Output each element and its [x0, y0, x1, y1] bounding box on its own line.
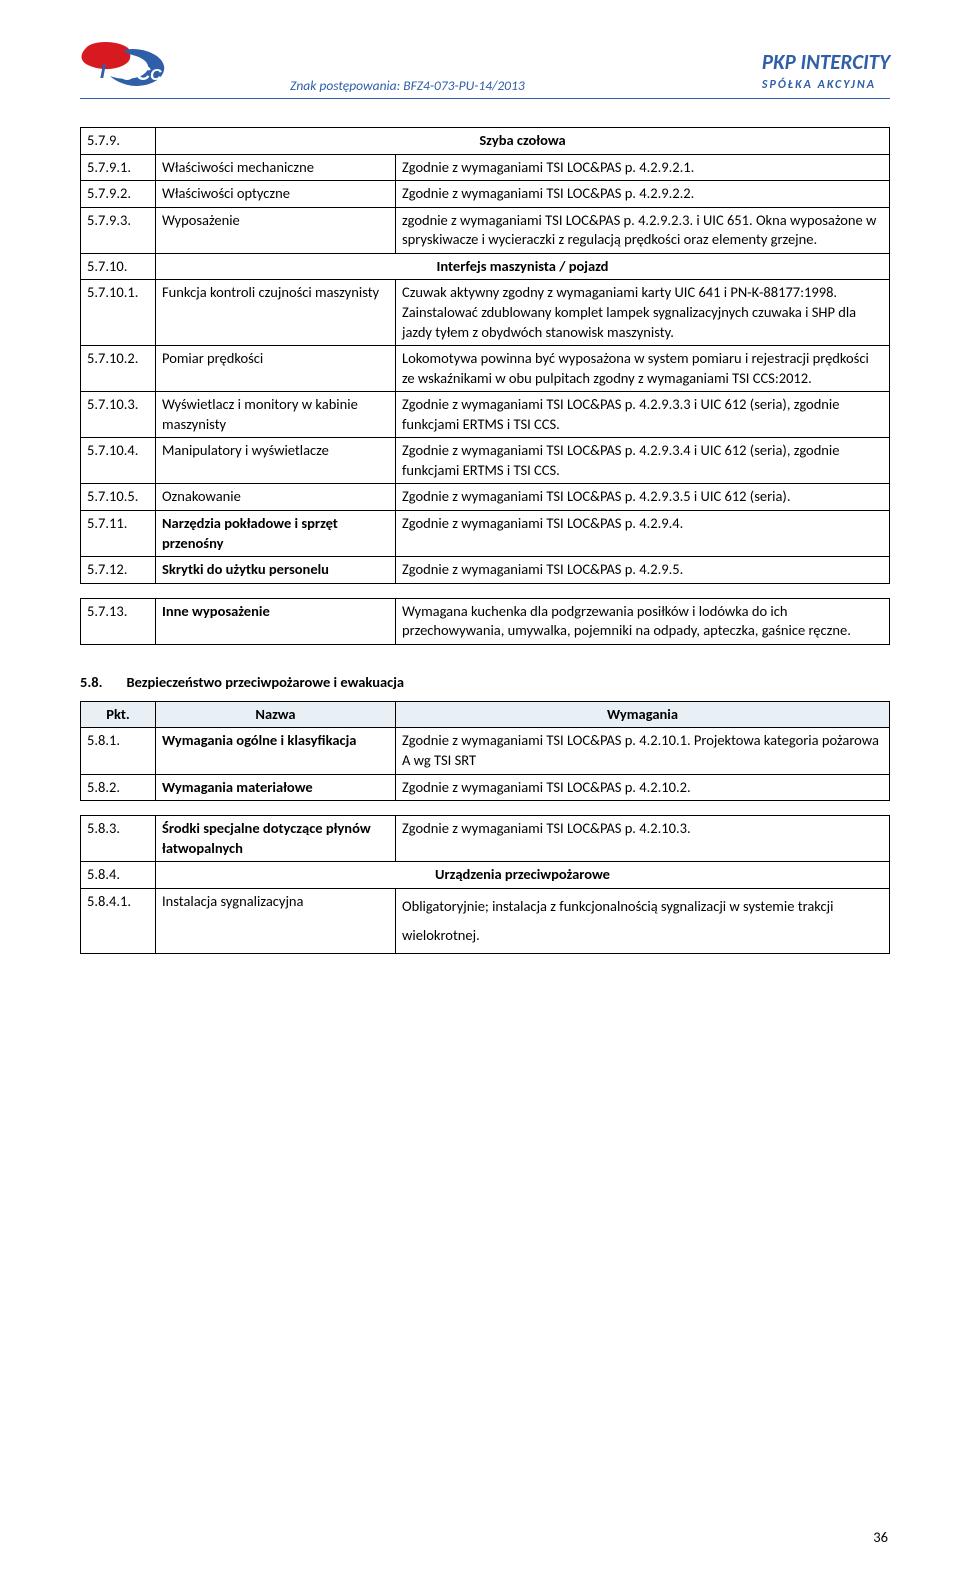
table-row: 5.7.10.3.Wyświetlacz i monitory w kabini…: [81, 392, 890, 438]
cell-desc: Zgodnie z wymaganiami TSI LOC&PAS p. 4.2…: [396, 154, 890, 181]
cell-desc: Wymagana kuchenka dla podgrzewania posił…: [396, 598, 890, 644]
reference-number: Znak postępowania: BFZ4-073-PU-14/2013: [290, 77, 525, 94]
cell-desc: Czuwak aktywny zgodny z wymaganiami kart…: [396, 280, 890, 346]
cell-title-span: Urządzenia przeciwpożarowe: [156, 862, 890, 889]
cell-desc: zgodnie z wymaganiami TSI LOC&PAS p. 4.2…: [396, 207, 890, 253]
table-row: 5.7.10.4.Manipulatory i wyświetlaczeZgod…: [81, 438, 890, 484]
cell-pkt: 5.8.1.: [81, 728, 156, 774]
table-row: 5.7.9.Szyba czołowa: [81, 128, 890, 155]
cell-pkt: 5.7.9.1.: [81, 154, 156, 181]
table-row: 5.7.10.Interfejs maszynista / pojazd: [81, 253, 890, 280]
section-heading: 5.8. Bezpieczeństwo przeciwpożarowe i ew…: [80, 673, 890, 691]
section-title: Bezpieczeństwo przeciwpożarowe i ewakuac…: [126, 673, 404, 691]
cell-title: Środki specjalne dotyczące płynów łatwop…: [156, 816, 396, 862]
col-header-pkt: Pkt.: [81, 701, 156, 728]
table-header-row: Pkt. Nazwa Wymagania: [81, 701, 890, 728]
cell-pkt: 5.7.10.: [81, 253, 156, 280]
cell-title: Narzędzia pokładowe i sprzęt przenośny: [156, 511, 396, 557]
cell-pkt: 5.7.10.1.: [81, 280, 156, 346]
cell-desc: Zgodnie z wymaganiami TSI LOC&PAS p. 4.2…: [396, 181, 890, 208]
cell-desc: Zgodnie z wymaganiami TSI LOC&PAS p. 4.2…: [396, 774, 890, 801]
cell-title: Skrytki do użytku personelu: [156, 557, 396, 584]
cell-desc: Zgodnie z wymaganiami TSI LOC&PAS p. 4.2…: [396, 557, 890, 584]
svg-text:I: I: [100, 61, 106, 83]
cell-pkt: 5.7.11.: [81, 511, 156, 557]
cell-title-span: Interfejs maszynista / pojazd: [156, 253, 890, 280]
svg-text:C: C: [150, 67, 162, 84]
cell-desc: Obligatoryjnie; instalacja z funkcjonaln…: [396, 888, 890, 953]
col-header-name: Nazwa: [156, 701, 396, 728]
table-row: 5.8.2.Wymagania materiałoweZgodnie z wym…: [81, 774, 890, 801]
cell-title: Wymagania ogólne i klasyfikacja: [156, 728, 396, 774]
table-row: 5.7.9.3.Wyposażeniezgodnie z wymaganiami…: [81, 207, 890, 253]
cell-pkt: 5.7.9.3.: [81, 207, 156, 253]
cell-title-span: Szyba czołowa: [156, 128, 890, 155]
table-row: 5.7.10.1.Funkcja kontroli czujności masz…: [81, 280, 890, 346]
cell-desc: Zgodnie z wymaganiami TSI LOC&PAS p. 4.2…: [396, 438, 890, 484]
table-row: 5.7.9.2.Właściwości optyczneZgodnie z wy…: [81, 181, 890, 208]
cell-title: Pomiar prędkości: [156, 346, 396, 392]
cell-pkt: 5.7.10.3.: [81, 392, 156, 438]
cell-pkt: 5.8.3.: [81, 816, 156, 862]
cell-desc: Zgodnie z wymaganiami TSI LOC&PAS p. 4.2…: [396, 511, 890, 557]
cell-pkt: 5.8.2.: [81, 774, 156, 801]
cell-pkt: 5.7.10.4.: [81, 438, 156, 484]
table-row: 5.8.4.Urządzenia przeciwpożarowe: [81, 862, 890, 889]
spec-table-1: 5.7.9.Szyba czołowa5.7.9.1.Właściwości m…: [80, 127, 890, 645]
cell-title: Instalacja sygnalizacyjna: [156, 888, 396, 953]
company-type: SPÓŁKA AKCYJNA: [762, 77, 890, 94]
cell-title: Właściwości optyczne: [156, 181, 396, 208]
cell-title: Funkcja kontroli czujności maszynisty: [156, 280, 396, 346]
cell-title: Właściwości mechaniczne: [156, 154, 396, 181]
svg-text:C: C: [120, 63, 135, 85]
cell-pkt: 5.8.4.1.: [81, 888, 156, 953]
table-row: 5.7.12.Skrytki do użytku personeluZgodni…: [81, 557, 890, 584]
cell-pkt: 5.7.13.: [81, 598, 156, 644]
cell-title: Wymagania materiałowe: [156, 774, 396, 801]
brand-name: PKP INTERCITY: [762, 48, 890, 77]
cell-pkt: 5.7.9.: [81, 128, 156, 155]
col-header-req: Wymagania: [396, 701, 890, 728]
cell-desc: Zgodnie z wymaganiami TSI LOC&PAS p. 4.2…: [396, 728, 890, 774]
cell-pkt: 5.7.10.5.: [81, 484, 156, 511]
table-row: 5.8.1.Wymagania ogólne i klasyfikacjaZgo…: [81, 728, 890, 774]
cell-pkt: 5.7.10.2.: [81, 346, 156, 392]
table-row: 5.7.10.5.OznakowanieZgodnie z wymaganiam…: [81, 484, 890, 511]
cell-title: Wyposażenie: [156, 207, 396, 253]
cell-pkt: 5.7.9.2.: [81, 181, 156, 208]
cell-pkt: 5.7.12.: [81, 557, 156, 584]
table-row: 5.8.3.Środki specjalne dotyczące płynów …: [81, 816, 890, 862]
table-row: 5.7.10.2.Pomiar prędkościLokomotywa powi…: [81, 346, 890, 392]
cell-pkt: 5.8.4.: [81, 862, 156, 889]
company-logo: I C C C: [80, 40, 170, 94]
page-number: 36: [873, 1528, 888, 1546]
section-number: 5.8.: [80, 673, 102, 691]
svg-text:C: C: [136, 63, 151, 85]
table-row: 5.7.11.Narzędzia pokładowe i sprzęt prze…: [81, 511, 890, 557]
table-row: 5.7.13.Inne wyposażenieWymagana kuchenka…: [81, 598, 890, 644]
cell-desc: Lokomotywa powinna być wyposażona w syst…: [396, 346, 890, 392]
cell-title: Oznakowanie: [156, 484, 396, 511]
cell-title: Manipulatory i wyświetlacze: [156, 438, 396, 484]
spec-table-2: Pkt. Nazwa Wymagania 5.8.1.Wymagania ogó…: [80, 701, 890, 954]
cell-title: Inne wyposażenie: [156, 598, 396, 644]
cell-title: Wyświetlacz i monitory w kabinie maszyni…: [156, 392, 396, 438]
table-row: 5.8.4.1.Instalacja sygnalizacyjnaObligat…: [81, 888, 890, 953]
table-row: 5.7.9.1.Właściwości mechaniczneZgodnie z…: [81, 154, 890, 181]
cell-desc: Zgodnie z wymaganiami TSI LOC&PAS p. 4.2…: [396, 484, 890, 511]
cell-desc: Zgodnie z wymaganiami TSI LOC&PAS p. 4.2…: [396, 392, 890, 438]
header: I C C C Znak postępowania: BFZ4-073-PU-1…: [80, 40, 890, 99]
cell-desc: Zgodnie z wymaganiami TSI LOC&PAS p. 4.2…: [396, 816, 890, 862]
